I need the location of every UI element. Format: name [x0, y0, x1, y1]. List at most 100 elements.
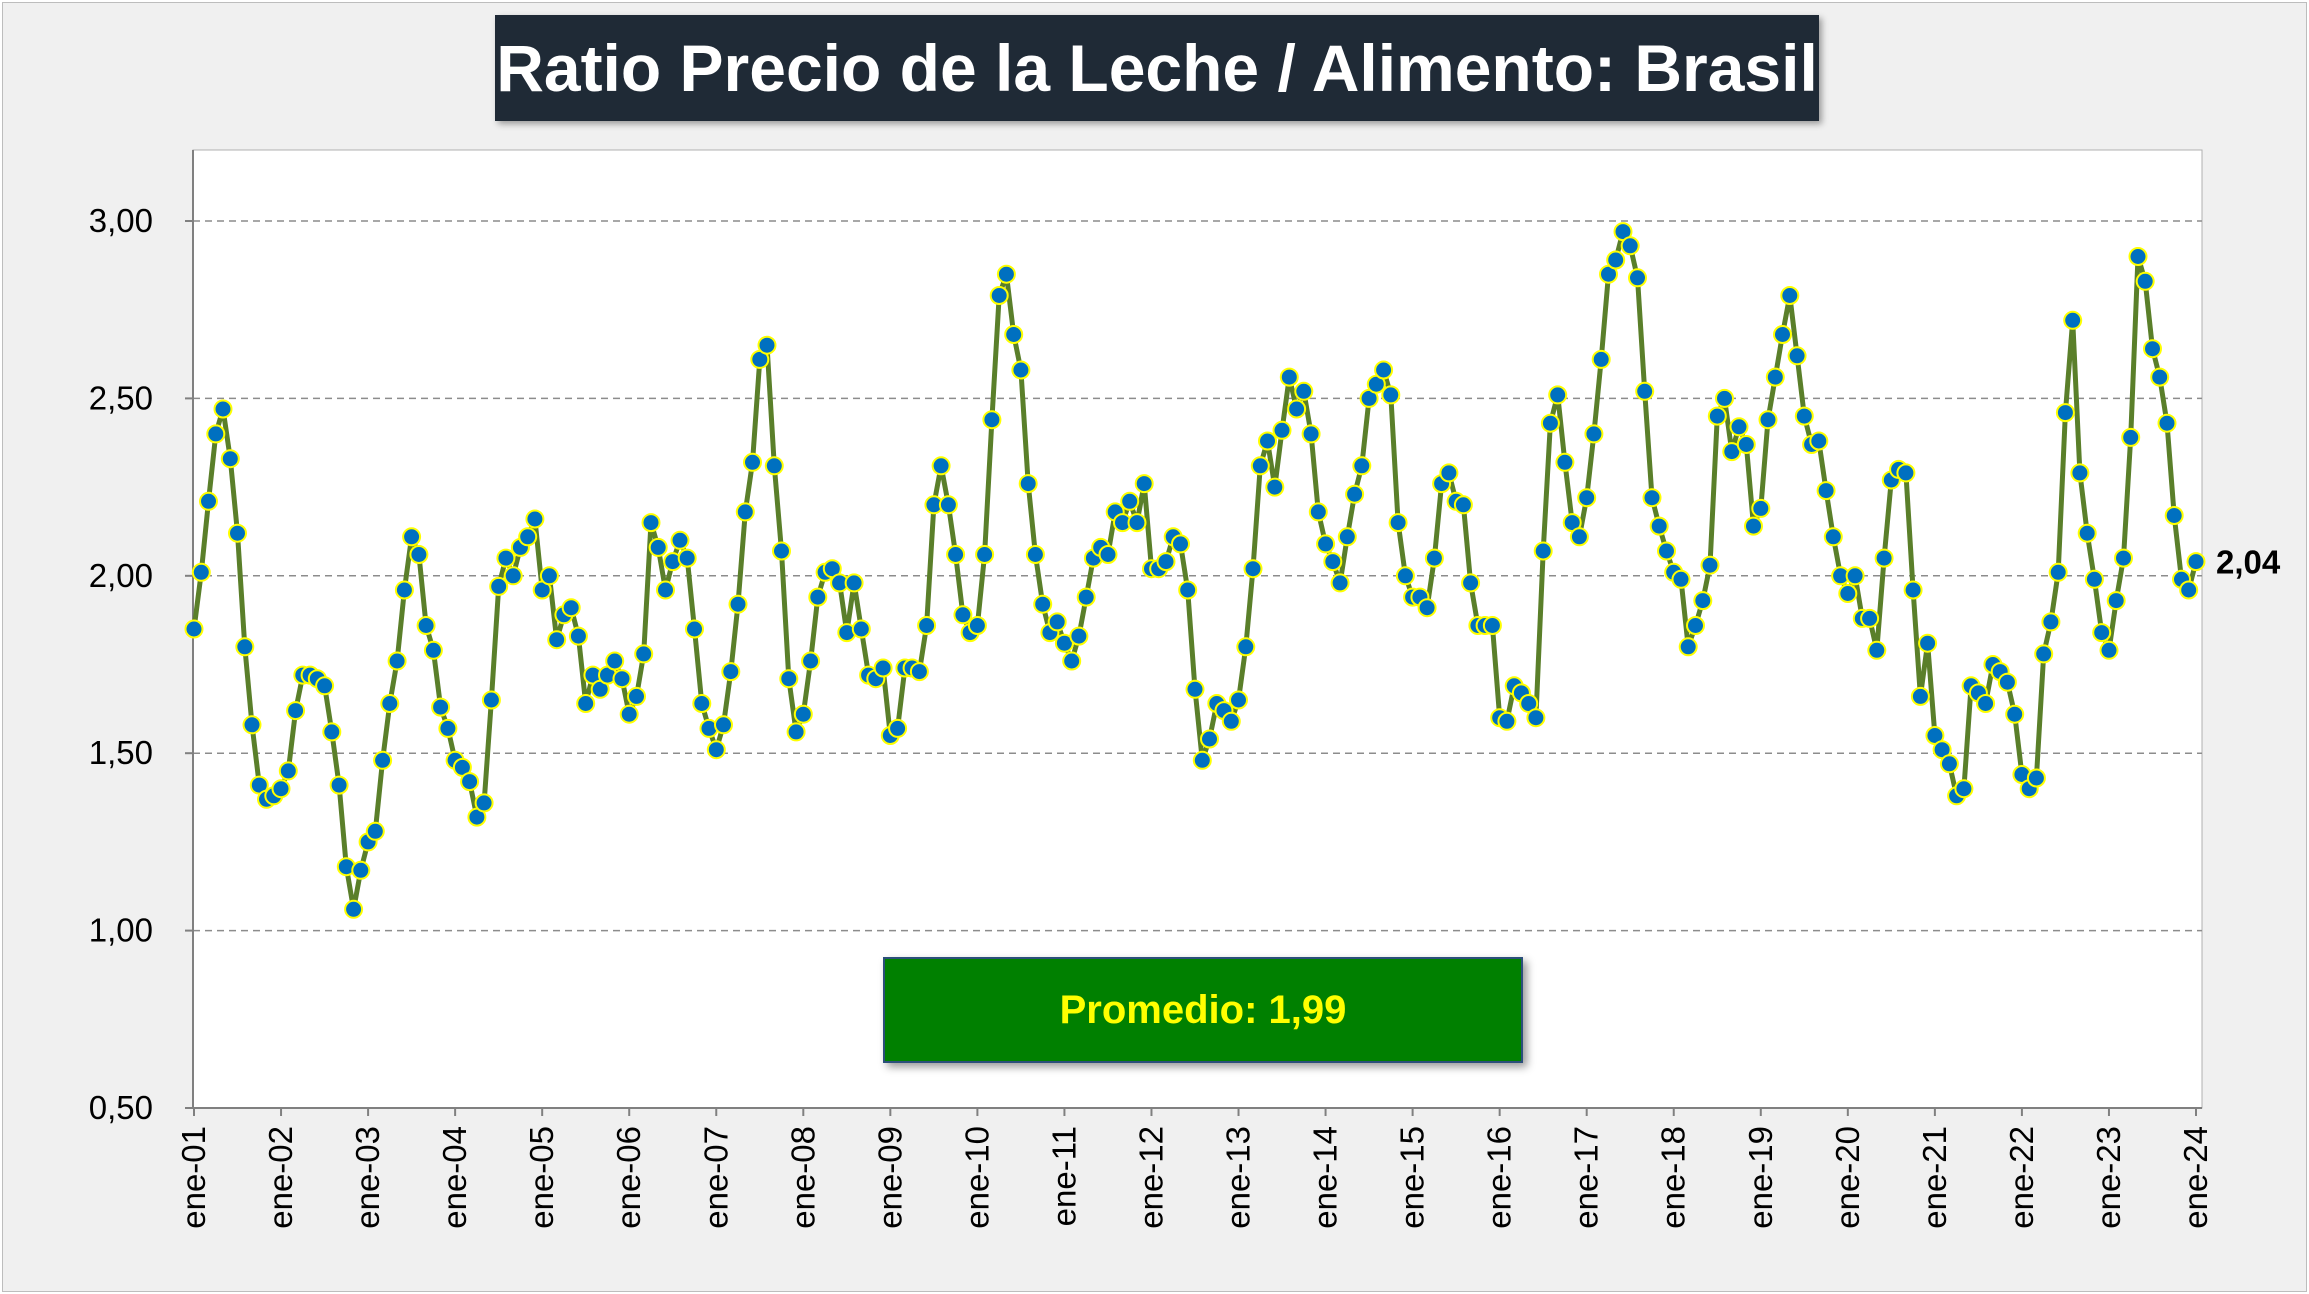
data-point: [1715, 388, 1734, 408]
data-point: [1773, 325, 1792, 344]
data-point: [1497, 711, 1517, 731]
data-point: [228, 523, 247, 543]
data-point: [1548, 385, 1568, 405]
x-tick-label: ene-02: [262, 1126, 299, 1229]
y-tick-label: 1,00: [89, 912, 153, 949]
x-tick-label: ene-16: [1481, 1126, 1518, 1229]
data-point: [1424, 548, 1444, 568]
x-tick-label: ene-05: [523, 1126, 560, 1229]
data-point: [1809, 431, 1829, 451]
data-point: [1316, 534, 1336, 554]
y-tick-label: 2,00: [89, 557, 153, 594]
data-point: [1533, 541, 1553, 561]
data-point: [953, 605, 973, 625]
data-point: [329, 775, 349, 795]
data-point: [387, 651, 407, 671]
data-point: [1461, 573, 1481, 593]
data-point: [1323, 552, 1343, 572]
data-point: [2055, 403, 2075, 423]
data-point: [344, 899, 364, 919]
data-point: [1997, 672, 2017, 692]
data-point: [1156, 552, 1176, 572]
data-point: [721, 662, 741, 682]
data-point: [191, 562, 211, 582]
data-point: [735, 502, 755, 522]
data-point: [561, 598, 581, 618]
data-point: [2114, 548, 2133, 568]
data-point: [2084, 569, 2104, 589]
data-point: [1287, 399, 1307, 419]
data-point: [1200, 729, 1219, 749]
data-point: [242, 715, 262, 735]
data-point: [1417, 598, 1437, 618]
data-point: [365, 821, 385, 841]
data-point: [438, 718, 458, 738]
data-point: [1939, 754, 1959, 774]
data-point: [394, 580, 414, 600]
x-tick-label: ene-04: [436, 1126, 473, 1229]
data-point: [1751, 498, 1771, 518]
data-point: [1236, 637, 1256, 657]
data-point: [2070, 463, 2090, 483]
x-tick-label: ene-18: [1655, 1126, 1692, 1229]
data-point: [692, 694, 712, 713]
data-point: [743, 452, 762, 472]
data-point: [2121, 427, 2141, 447]
data-point: [2179, 580, 2199, 600]
data-point: [1976, 694, 1996, 713]
x-tick-label: ene-20: [1829, 1126, 1866, 1229]
data-point: [2077, 523, 2097, 543]
data-point: [1279, 367, 1299, 387]
data-point: [496, 548, 516, 568]
data-point: [1700, 555, 1720, 575]
data-point: [1076, 587, 1096, 607]
data-point: [619, 704, 639, 724]
data-point: [844, 573, 864, 593]
data-point: [286, 701, 306, 721]
data-point: [1120, 491, 1140, 511]
data-point: [851, 619, 871, 639]
data-point: [989, 286, 1009, 305]
data-point: [1345, 484, 1365, 504]
data-point: [2106, 591, 2126, 611]
data-point: [271, 779, 291, 799]
data-point: [1301, 424, 1321, 444]
data-point: [1678, 637, 1698, 657]
data-point: [351, 860, 371, 880]
data-point: [1337, 527, 1357, 547]
data-point: [2135, 271, 2155, 291]
data-point: [1628, 268, 1647, 288]
data-point: [1018, 474, 1038, 494]
data-point: [2063, 310, 2083, 330]
data-point: [634, 644, 654, 664]
data-point: [1744, 516, 1763, 536]
data-point: [474, 793, 494, 813]
data-point: [460, 772, 480, 792]
x-tick-label: ene-22: [2003, 1126, 2040, 1229]
data-point: [416, 616, 436, 635]
data-point: [1062, 651, 1082, 671]
x-tick-label: ene-11: [1045, 1126, 1082, 1226]
data-point: [1388, 513, 1408, 533]
data-point: [1229, 690, 1248, 710]
data-point: [402, 527, 422, 547]
data-point: [931, 456, 951, 476]
data-point: [481, 690, 501, 710]
data-point: [1330, 573, 1350, 593]
data-point: [1069, 626, 1089, 646]
data-point: [1374, 360, 1394, 380]
data-point: [1134, 474, 1154, 494]
data-point: [1606, 250, 1626, 270]
data-point: [1171, 534, 1190, 554]
data-point: [1395, 566, 1415, 586]
data-point: [1838, 584, 1858, 603]
x-tick-label: ene-01: [175, 1126, 212, 1229]
data-point: [793, 704, 813, 724]
data-point: [728, 594, 748, 614]
data-point: [1649, 516, 1669, 536]
data-point: [1004, 325, 1024, 344]
data-point: [2150, 367, 2170, 387]
data-point: [975, 545, 995, 564]
x-tick-label: ene-12: [1132, 1126, 1169, 1229]
